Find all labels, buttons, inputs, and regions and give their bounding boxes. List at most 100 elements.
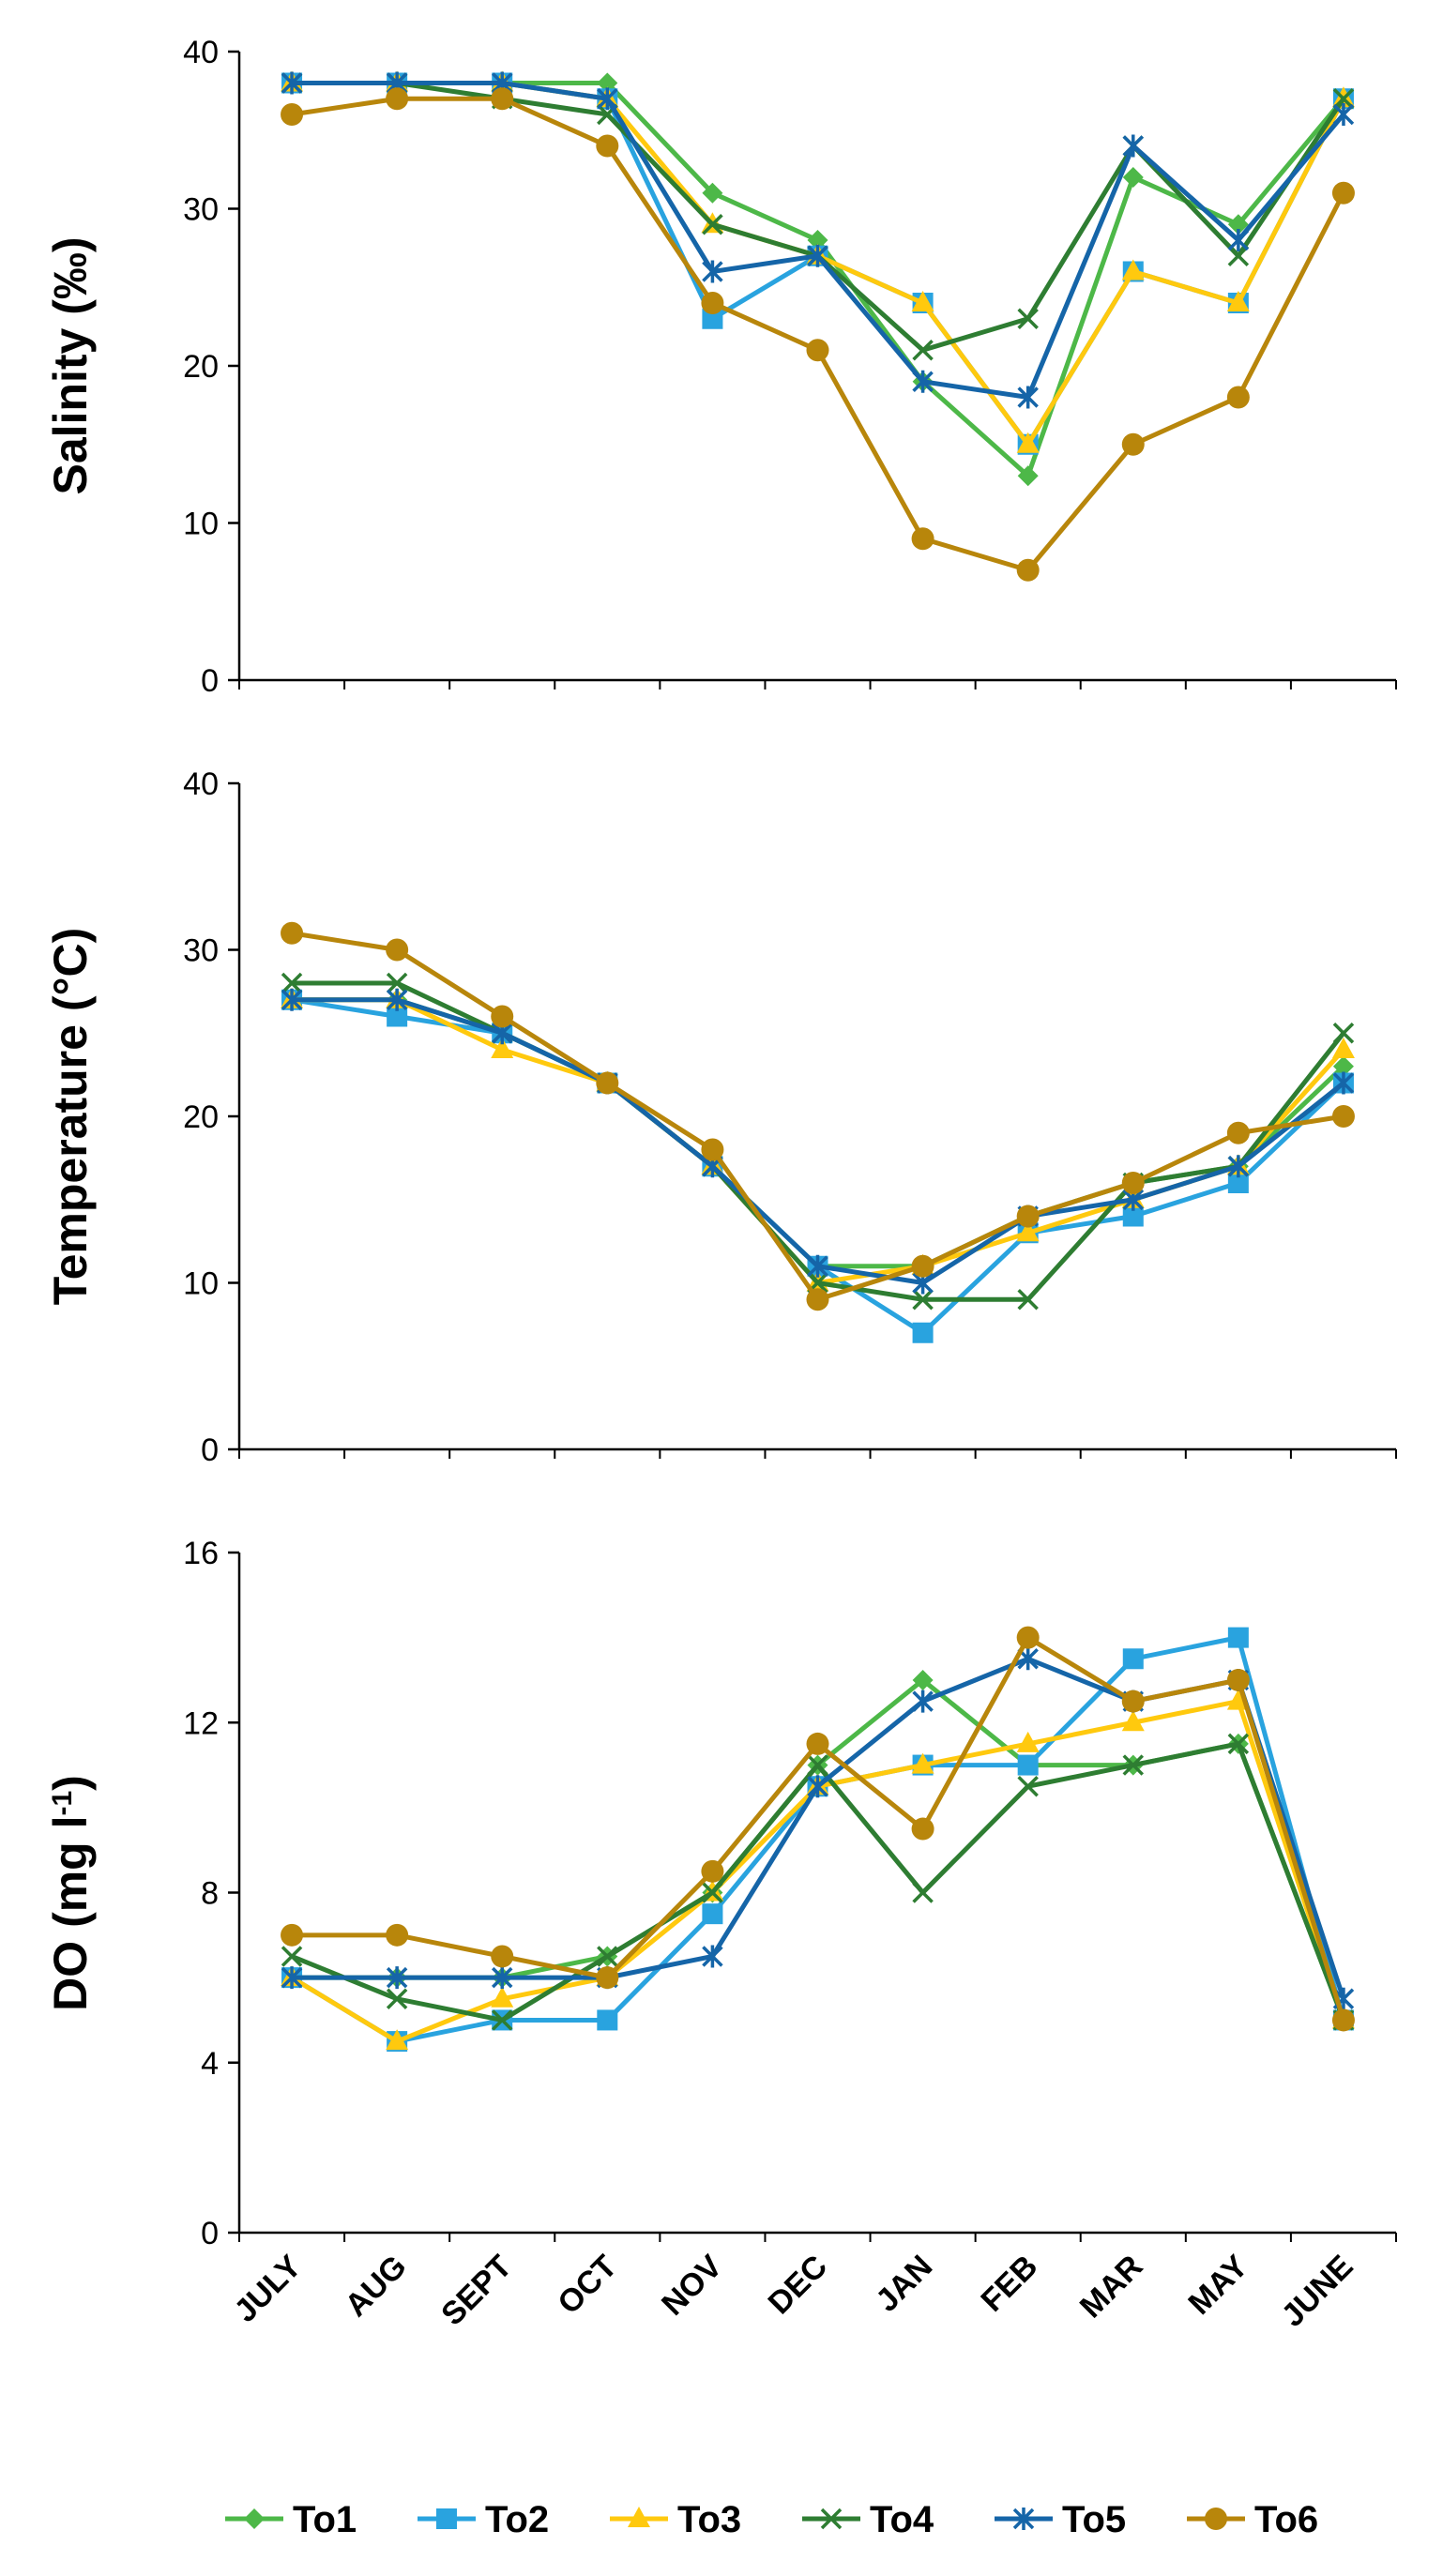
x-tick-label: FEB (974, 2249, 1044, 2319)
data-point-to1 (1122, 167, 1144, 188)
series-to3 (281, 987, 1355, 1292)
x-tick-label: MAR (1073, 2249, 1150, 2326)
series-to5 (281, 988, 1355, 1295)
data-point-to4 (807, 1754, 828, 1776)
data-point-to4 (1122, 1754, 1145, 1776)
data-point-to5 (1332, 103, 1355, 126)
data-point-to3 (1121, 1710, 1145, 1732)
data-point-to6 (281, 1923, 304, 1947)
x-tick-label: JULY (228, 2249, 309, 2329)
series-to6 (281, 1626, 1355, 2032)
x-tick-label: OCT (551, 2249, 624, 2322)
series-line-to6 (292, 1635, 1346, 2022)
series-line-to3 (292, 997, 1345, 1285)
legend-item-to1: To1 (225, 2499, 357, 2540)
y-tick-label: 10 (183, 1266, 219, 1302)
series-line-to4 (292, 980, 1345, 1302)
data-point-to5 (1227, 229, 1250, 251)
x-tick-label: JAN (869, 2249, 939, 2319)
legend-label: To3 (677, 2499, 741, 2540)
data-point-to5 (1122, 134, 1145, 158)
data-point-to6 (281, 921, 304, 945)
data-point-to3 (1016, 1220, 1040, 1242)
data-point-to2 (1227, 1627, 1249, 1648)
x-tick-label: MAY (1181, 2249, 1254, 2322)
y-tick-label: 30 (183, 192, 219, 228)
y-tick-label: 30 (183, 933, 219, 969)
data-point-to1 (912, 1669, 934, 1690)
y-axis-title: DO (mg l-1) (44, 1775, 97, 2011)
data-point-to6 (701, 1859, 724, 1883)
temperature-panel: 0 10 20 30 40 Temperature (°C) (44, 766, 1397, 1468)
series-to1 (281, 72, 1354, 487)
data-point-to5 (1017, 386, 1039, 409)
data-point-to6 (386, 87, 409, 111)
legend-swatch-marker (628, 2507, 650, 2527)
series-line-to6 (291, 96, 1346, 573)
x-tick-label: SEPT (434, 2249, 519, 2333)
data-point-to5 (807, 244, 828, 267)
data-point-to4 (912, 1289, 934, 1311)
data-point-to6 (491, 1945, 514, 1968)
data-point-to6 (701, 292, 724, 314)
x-tick-label: DEC (762, 2249, 835, 2322)
data-point-to6 (491, 87, 514, 111)
data-point-to2 (387, 1006, 408, 1027)
x-tick-label: AUG (338, 2249, 413, 2324)
data-point-to6 (1016, 558, 1040, 582)
data-point-to6 (1121, 432, 1145, 456)
y-tick-label: 12 (183, 1705, 219, 1741)
data-point-to6 (1226, 1121, 1250, 1144)
data-point-to4 (281, 1946, 303, 1967)
y-tick-label: 20 (183, 1099, 219, 1135)
y-tick-label: 8 (201, 1876, 219, 1912)
series-line-to6 (291, 931, 1344, 1302)
data-point-to4 (702, 1882, 723, 1903)
legend-swatch-marker (1012, 2508, 1035, 2530)
series-line-to1 (292, 997, 1345, 1269)
data-point-to1 (1017, 465, 1039, 487)
data-point-to3 (1226, 291, 1250, 311)
data-point-to1 (1227, 214, 1249, 235)
y-tick-label: 0 (201, 2216, 219, 2251)
legend-label: To2 (485, 2499, 549, 2540)
data-point-to6 (806, 339, 829, 362)
legend-swatch-marker (436, 2508, 457, 2529)
y-tick-label: 10 (183, 507, 219, 542)
data-point-to6 (1121, 1172, 1145, 1194)
data-point-to4 (491, 2009, 513, 2031)
data-point-to2 (1227, 1173, 1249, 1193)
data-point-to6 (386, 1923, 409, 1947)
data-point-to3 (1016, 1731, 1040, 1752)
data-point-to4 (702, 214, 723, 235)
data-point-to2 (702, 1903, 723, 1925)
data-point-to6 (386, 938, 409, 962)
y-axis-title-close: ) (44, 1775, 97, 1791)
data-point-to6 (596, 1071, 619, 1095)
data-point-to6 (806, 1288, 829, 1311)
y-axis-title-superscript: -1 (47, 1791, 78, 1816)
y-tick-label: 16 (183, 1536, 219, 1571)
data-point-to3 (911, 1752, 934, 1774)
legend-item-to3: To3 (610, 2499, 741, 2540)
data-point-to5 (912, 1690, 934, 1713)
legend-item-to5: To5 (995, 2499, 1126, 2540)
data-point-to3 (386, 2029, 409, 2051)
data-point-to5 (912, 370, 934, 393)
data-point-to6 (281, 103, 304, 126)
data-point-to5 (386, 988, 408, 1011)
data-point-to4 (386, 972, 408, 994)
y-tick-label: 0 (201, 663, 219, 699)
data-point-to6 (1331, 2008, 1355, 2032)
data-point-to4 (1227, 1733, 1250, 1755)
series-to5 (281, 1647, 1355, 2010)
data-point-to6 (911, 1817, 934, 1841)
series-line-to2 (290, 1635, 1346, 2044)
data-point-to5 (386, 1966, 408, 1990)
series-to4 (281, 72, 1355, 361)
y-axis-title: Temperature (°C) (44, 928, 97, 1305)
data-point-to6 (1121, 1690, 1145, 1713)
y-tick-label: 40 (183, 35, 219, 70)
data-point-to4 (1017, 1289, 1039, 1311)
